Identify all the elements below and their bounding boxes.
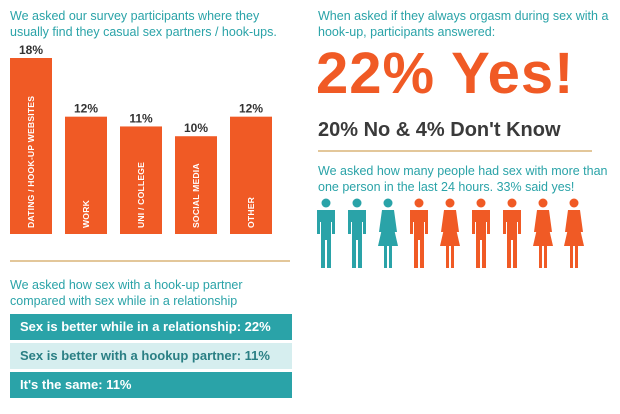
question-multiple-partners: We asked how many people had sex with mo… xyxy=(318,164,608,194)
comparison-row-hookup: Sex is better with a hookup partner: 11% xyxy=(10,343,292,369)
female-person-icon xyxy=(564,198,584,268)
bar-2 xyxy=(120,126,162,234)
bar-category-label-1: WORK xyxy=(81,199,91,228)
people-icon-row xyxy=(317,198,584,268)
bar-category-label-3: SOCIAL MEDIA xyxy=(191,163,201,228)
male-person-icon xyxy=(410,198,428,268)
comparison-list: Sex is better while in a relationship: 2… xyxy=(10,314,292,401)
bar-value-label-2: 11% xyxy=(129,111,153,125)
female-person-icon xyxy=(378,198,398,268)
orgasm-no-stat: 20% No & 4% Don't Know xyxy=(318,119,561,141)
question-comparison: We asked how sex with a hook-up partner … xyxy=(10,278,243,308)
divider-right xyxy=(318,150,592,152)
bar-3 xyxy=(175,136,217,234)
bar-category-label-2: UNI / COLLEGE xyxy=(136,162,146,228)
divider-left xyxy=(10,260,290,262)
bar-value-label-0: 18% xyxy=(19,43,43,57)
bar-value-label-4: 12% xyxy=(239,102,263,116)
orgasm-yes-stat: 22% Yes! xyxy=(316,41,575,106)
bar-value-label-1: 12% xyxy=(74,102,98,116)
bar-value-label-3: 10% xyxy=(184,121,208,135)
male-person-icon xyxy=(317,198,335,268)
partner-source-bar-chart: 18% DATING / HOOK-UP WEBSITES 12% WORK 11% UN… xyxy=(10,43,272,234)
bar-1 xyxy=(65,116,107,234)
comparison-row-same: It's the same: 11% xyxy=(10,372,292,398)
question-orgasm: When asked if they always orgasm during … xyxy=(318,9,609,39)
bar-category-label-4: OTHER xyxy=(246,196,256,228)
bar-4 xyxy=(230,116,272,234)
comparison-row-relationship: Sex is better while in a relationship: 2… xyxy=(10,314,292,340)
male-person-icon xyxy=(503,198,521,268)
question-where-partners: We asked our survey participants where t… xyxy=(10,9,277,39)
bar-category-label-0: DATING / HOOK-UP WEBSITES xyxy=(26,96,36,228)
female-person-icon xyxy=(440,198,460,268)
male-person-icon xyxy=(348,198,366,268)
male-person-icon xyxy=(472,198,490,268)
female-person-icon xyxy=(533,198,553,268)
bar-0 xyxy=(10,58,52,234)
